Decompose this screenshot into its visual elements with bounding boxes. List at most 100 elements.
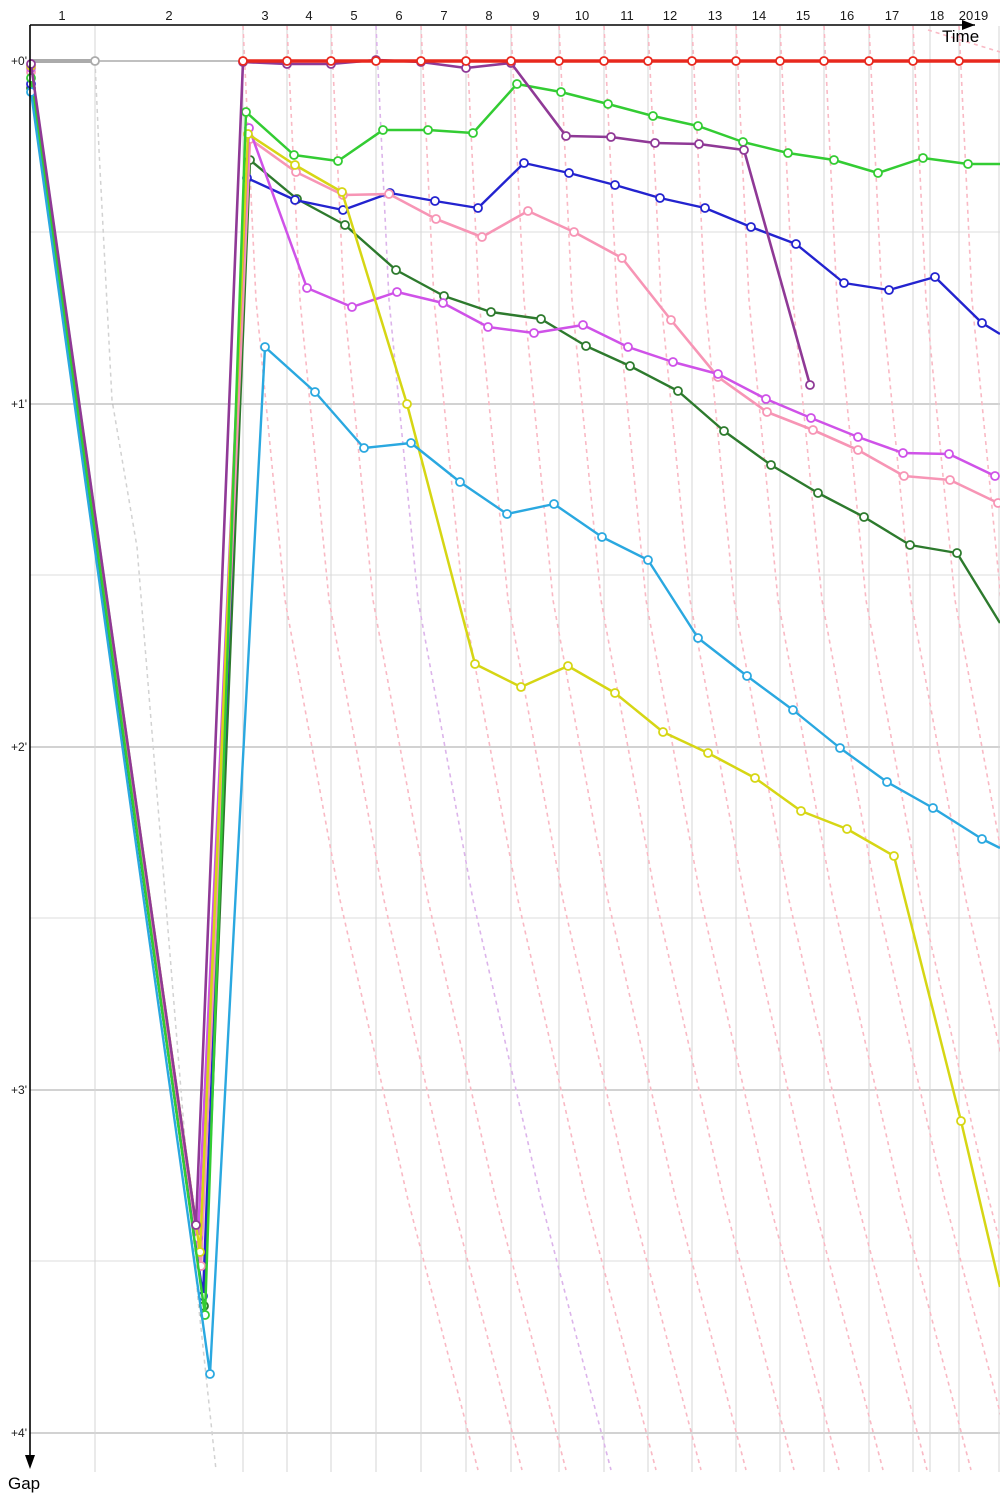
lap-diagonal [510, 25, 747, 1471]
lap-diagonal [691, 25, 928, 1471]
x-tick-label: 19 [974, 8, 988, 23]
x-tick-label: 8 [485, 8, 492, 23]
series-purple-marker [739, 145, 749, 155]
series-magenta-marker [438, 298, 448, 308]
series-magenta-marker [392, 287, 402, 297]
series-red-marker [282, 56, 292, 66]
series-red-marker [864, 56, 874, 66]
series-blue-marker [430, 196, 440, 206]
x-tick-label: 18 [930, 8, 944, 23]
series-blue-marker [564, 168, 574, 178]
y-axis-label: Gap [8, 1474, 41, 1493]
series-purple-marker [561, 131, 571, 141]
x-tick-label: 5 [350, 8, 357, 23]
series-blue-marker [791, 239, 801, 249]
lap-diagonal [420, 25, 657, 1471]
series-pink-marker [569, 227, 579, 237]
x-axis-arrow [962, 20, 975, 30]
series-blue-marker [519, 158, 529, 168]
series-yellow-marker [956, 1116, 966, 1126]
series-dark-green-marker [673, 386, 683, 396]
series-green-marker [241, 107, 251, 117]
x-tick-label: 15 [796, 8, 810, 23]
series-red-marker [506, 56, 516, 66]
series-pink-marker [384, 189, 394, 199]
series-dark-green-marker [952, 548, 962, 558]
x-tick-label: 20 [959, 8, 973, 23]
series-magenta-marker [713, 369, 723, 379]
x-axis-label: Time [942, 27, 980, 46]
gray-retired-dashed [94, 60, 217, 1471]
series-magenta-marker [806, 413, 816, 423]
series-dark-green-marker [581, 341, 591, 351]
y-tick-label: +2' [11, 740, 27, 754]
series-cyan-marker [260, 342, 270, 352]
series-pink-marker [523, 206, 533, 216]
x-tick-label: 7 [440, 8, 447, 23]
series-purple-marker [694, 139, 704, 149]
series-pink-marker [477, 232, 487, 242]
series-green-marker [289, 150, 299, 160]
series-green-marker [556, 87, 566, 97]
series-cyan-marker [549, 499, 559, 509]
series-dark-green-marker [719, 426, 729, 436]
series-green-marker [648, 111, 658, 121]
lap-diagonal [868, 25, 1000, 1054]
series-yellow-marker [796, 806, 806, 816]
series-dark-green-marker [536, 314, 546, 324]
series-blue-marker [290, 195, 300, 205]
series-red-marker [643, 56, 653, 66]
series-pink-marker [993, 498, 1000, 508]
series-cyan-marker [502, 509, 512, 519]
x-tick-label: 11 [620, 8, 634, 23]
series-yellow-marker [842, 824, 852, 834]
series-pink-marker [666, 315, 676, 325]
y-tick-label: +0' [11, 54, 27, 68]
series-pink-marker [853, 445, 863, 455]
series-cyan-marker [597, 532, 607, 542]
lap-diagonal [823, 25, 1000, 1246]
series-yellow-marker [610, 688, 620, 698]
gray-marker [90, 56, 100, 66]
series-yellow-marker [750, 773, 760, 783]
x-tick-label: 6 [395, 8, 402, 23]
lap-diagonal [375, 25, 612, 1471]
series-blue-marker [839, 278, 849, 288]
lap-diagonal [330, 25, 567, 1471]
lap-diagonal [242, 25, 479, 1471]
series-red-marker [954, 56, 964, 66]
series-red-marker [416, 56, 426, 66]
lap-diagonal [958, 25, 1000, 598]
series-cyan-marker [359, 443, 369, 453]
series-dark-green-marker [905, 540, 915, 550]
series-blue-marker [473, 203, 483, 213]
series-dark-green-marker [625, 361, 635, 371]
series-purple-marker [650, 138, 660, 148]
series-green-marker [873, 168, 883, 178]
series-blue [29, 83, 1000, 1298]
series-purple-marker [191, 1220, 201, 1230]
lap-diagonal [558, 25, 795, 1471]
series-yellow-marker [402, 399, 412, 409]
series-dark-green-marker [391, 265, 401, 275]
series-purple-marker [805, 380, 815, 390]
series-cyan-marker [455, 477, 465, 487]
series-dark-green-marker [859, 512, 869, 522]
x-tick-label: 16 [840, 8, 854, 23]
series-magenta-marker [898, 448, 908, 458]
series-magenta-marker [623, 342, 633, 352]
series-pink-marker [617, 253, 627, 263]
series-green-marker [693, 121, 703, 131]
x-tick-label: 1 [58, 8, 65, 23]
series-cyan-marker [835, 743, 845, 753]
series-dark-green [29, 87, 1000, 1308]
series-red-marker [687, 56, 697, 66]
series-red-marker [819, 56, 829, 66]
lap-diagonal [603, 25, 840, 1471]
lap-diagonal [735, 25, 972, 1471]
series-yellow-marker [563, 661, 573, 671]
series-green-marker [603, 99, 613, 109]
series-green-marker [738, 137, 748, 147]
